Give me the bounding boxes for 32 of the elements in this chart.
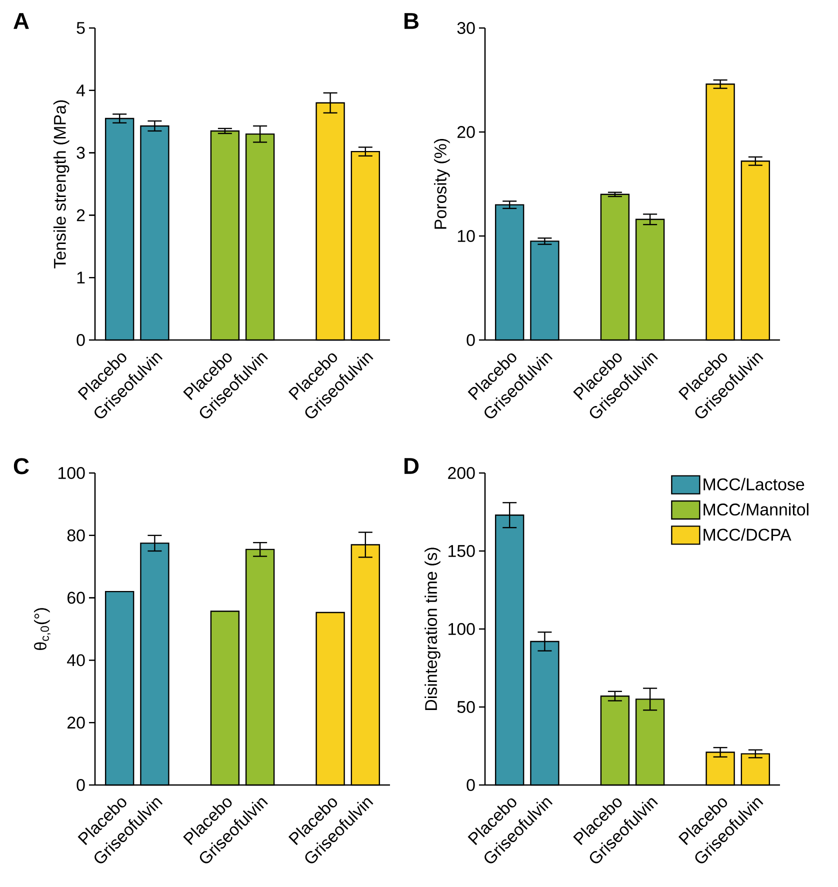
chart-title: C bbox=[14, 458, 29, 474]
legend-label: MCC/DCPA bbox=[704, 528, 792, 541]
y-tick-label: 150 bbox=[448, 545, 475, 558]
y-tick-label: 2 bbox=[76, 209, 85, 222]
y-tick-label: 0 bbox=[76, 334, 85, 346]
y-tick-label: 80 bbox=[67, 529, 85, 542]
legend-label: MCC/Mannitol bbox=[704, 503, 808, 516]
y-axis-title: Tensile strength (MPa) bbox=[53, 100, 70, 268]
y-tick-label: 50 bbox=[457, 701, 475, 714]
chart-title: A bbox=[14, 13, 29, 29]
legend-label: MCC/Lactose bbox=[704, 478, 804, 490]
y-tick-label: 10 bbox=[458, 230, 475, 242]
y-tick-label: 5 bbox=[76, 22, 85, 34]
y-tick-label: 30 bbox=[457, 22, 475, 34]
y-tick-label: 100 bbox=[448, 623, 475, 636]
y-tick-label: 1 bbox=[77, 272, 85, 284]
y-tick-label: 60 bbox=[68, 592, 85, 604]
y-tick-label: 40 bbox=[67, 654, 85, 666]
y-axis-title: Disintegration time (s) bbox=[424, 548, 440, 710]
chart-title: D bbox=[404, 458, 419, 474]
y-tick-label: 3 bbox=[76, 146, 85, 159]
chart-title: B bbox=[404, 13, 418, 29]
y-tick-label: 0 bbox=[466, 334, 475, 346]
y-axis-title: θ$_{c,0}$(°) bbox=[34, 608, 50, 650]
y-tick-label: 0 bbox=[466, 779, 475, 792]
y-tick-label: 20 bbox=[68, 716, 85, 729]
y-tick-label: 100 bbox=[58, 467, 85, 480]
y-tick-label: 0 bbox=[76, 779, 85, 792]
y-tick-label: 200 bbox=[448, 467, 475, 480]
y-tick-label: 20 bbox=[458, 126, 475, 138]
y-axis-title: Porosity (%) bbox=[434, 138, 450, 229]
y-tick-label: 4 bbox=[76, 84, 85, 96]
